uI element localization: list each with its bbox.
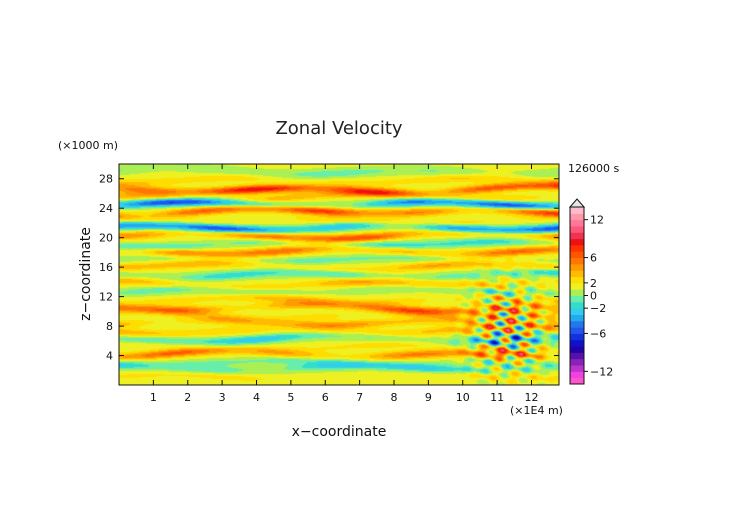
colorbar-swatch [570,276,584,284]
colorbar-tick-label: 0 [590,290,597,303]
x-tick-label: 1 [150,391,157,404]
colorbar-swatch [570,282,584,290]
colorbar-swatch [570,219,584,227]
colorbar-swatch [570,213,584,221]
colorbar-swatch [570,320,584,328]
colorbar-swatch [570,301,584,309]
x-axis: 1 2 3 4 5 6 7 8 9 10 11 12 [150,164,539,404]
colorbar-swatch [570,371,584,379]
x-tick-label: 6 [322,391,329,404]
colorbar: 12 6 20−2 −6 −12 [568,198,613,385]
x-tick-label: 5 [287,391,294,404]
x-tick-label: 2 [184,391,191,404]
colorbar-swatch [570,339,584,347]
x-axis-label: x−coordinate [292,424,387,440]
x-tick-label: 8 [391,391,398,404]
x-tick-label: 3 [219,391,226,404]
colorbar-tick-label: 12 [590,214,604,227]
colorbar-swatch [570,346,584,353]
colorbar-extend-arrow [568,198,586,208]
colorbar-swatch [570,263,584,271]
colorbar-swatch [570,308,584,315]
y-tick-label: 24 [99,202,113,215]
colorbar-swatch [570,270,584,278]
heatmap-field [119,164,559,385]
y-axis: 4 8 12 16 20 24 28 [99,173,559,363]
x-tick-label: 4 [253,391,260,404]
colorbar-swatch [570,314,584,322]
colorbar-swatch [570,238,584,246]
plot-frame [118,163,560,386]
colorbar-swatch [570,207,584,214]
y-tick-label: 16 [99,261,113,274]
y-axis-label: z−coordinate [78,227,94,321]
x-tick-label: 11 [490,391,504,404]
colorbar-tick-label: 6 [590,252,597,265]
colorbar-swatch [570,327,584,334]
colorbar-swatch [570,295,584,303]
chart-title: Zonal Velocity [275,118,402,139]
colorbar-swatch [570,377,584,385]
colorbar-tick-label: −12 [590,365,613,378]
colorbar-swatch [570,365,584,372]
x-tick-label: 7 [356,391,363,404]
colorbar-swatch [570,289,584,296]
colorbar-swatch [570,232,584,240]
colorbar-swatch [570,333,584,341]
y-unit-label: (×1000 m) [58,139,118,152]
colorbar-tick-label: −6 [590,327,606,340]
y-tick-label: 8 [106,320,113,333]
y-tick-label: 20 [99,232,113,245]
colorbar-swatch [570,352,584,360]
y-tick-label: 28 [99,173,113,186]
y-tick-label: 4 [106,350,113,363]
colorbar-swatch [570,225,584,233]
colorbar-swatch [570,358,584,366]
x-tick-label: 12 [525,391,539,404]
plot-area [118,163,560,386]
x-unit-label: (×1E4 m) [510,404,563,417]
time-label: 126000 s [568,162,619,175]
colorbar-swatch [570,257,584,265]
y-tick-label: 12 [99,291,113,304]
x-tick-label: 10 [456,391,470,404]
x-tick-label: 9 [425,391,432,404]
colorbar-tick-label: 2 [590,277,597,290]
colorbar-tick-label: −2 [590,302,606,315]
colorbar-swatch [570,251,584,259]
colorbar-swatch [570,244,584,252]
